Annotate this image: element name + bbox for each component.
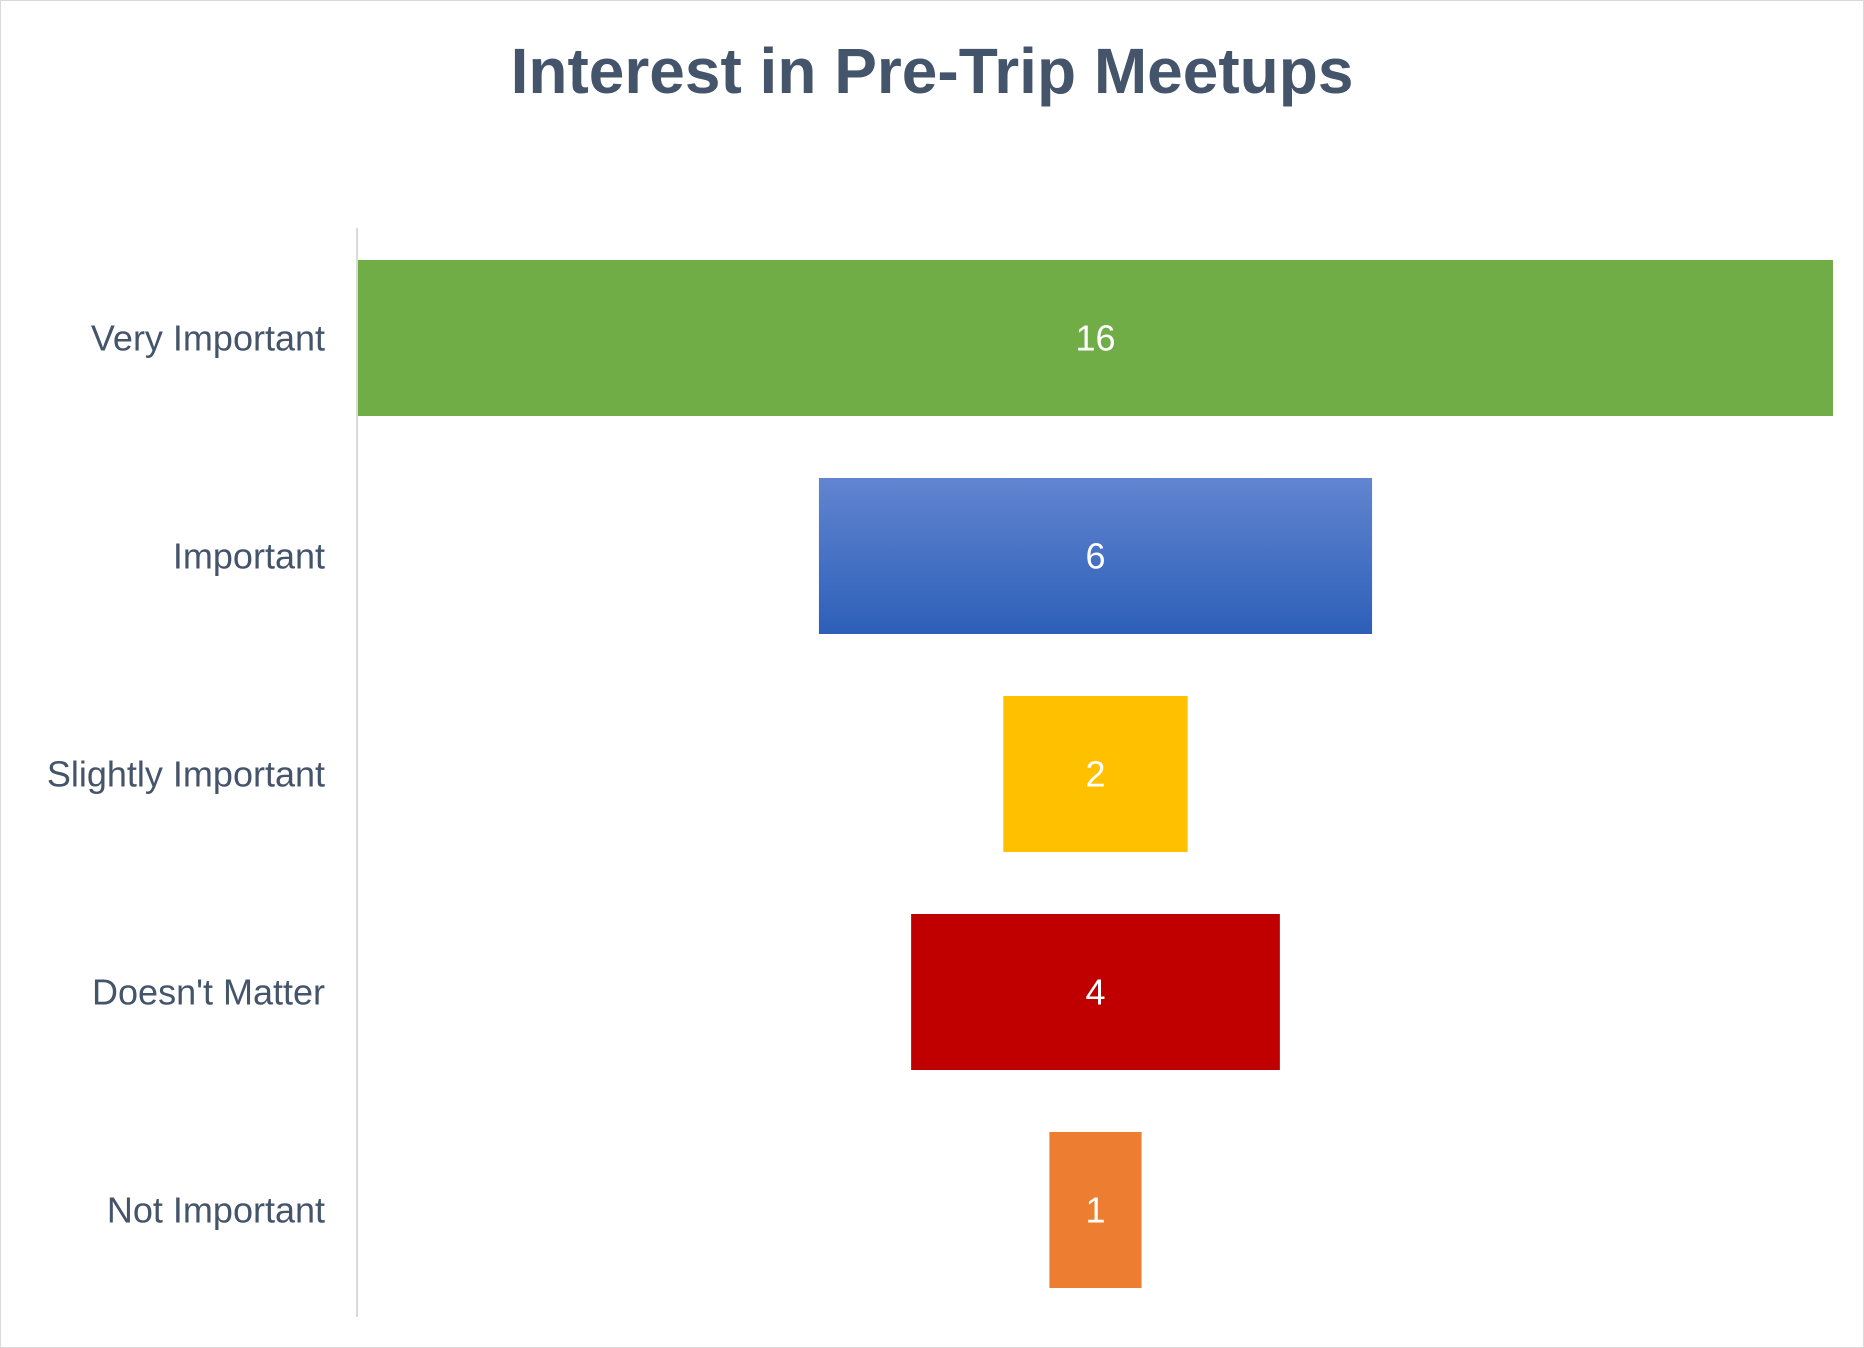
category-label-important: Important	[173, 536, 325, 577]
data-label-important: 6	[1085, 536, 1105, 577]
bar-very-important	[358, 260, 1833, 416]
bar-important	[818, 478, 1373, 634]
funnel-bars	[358, 260, 1833, 1288]
data-label-doesn-t-matter: 4	[1085, 972, 1105, 1013]
category-labels: Very Important Important Slightly Importan…	[47, 318, 325, 1231]
bar-not-important	[1049, 1132, 1142, 1288]
data-label-slightly-important: 2	[1085, 754, 1105, 795]
category-label-very-important: Very Important	[91, 318, 325, 359]
bar-slightly-important	[1003, 696, 1188, 852]
category-label-slightly-important: Slightly Important	[47, 754, 325, 795]
category-label-doesn-t-matter: Doesn't Matter	[92, 972, 325, 1013]
category-label-not-important: Not Important	[107, 1190, 325, 1231]
data-label-very-important: 16	[1075, 318, 1115, 359]
chart-title: Interest in Pre-Trip Meetups	[510, 35, 1354, 107]
bar-doesn-t-matter	[911, 914, 1280, 1070]
value-labels: 16 6 2 4 1	[1075, 318, 1115, 1231]
data-label-not-important: 1	[1085, 1190, 1105, 1231]
